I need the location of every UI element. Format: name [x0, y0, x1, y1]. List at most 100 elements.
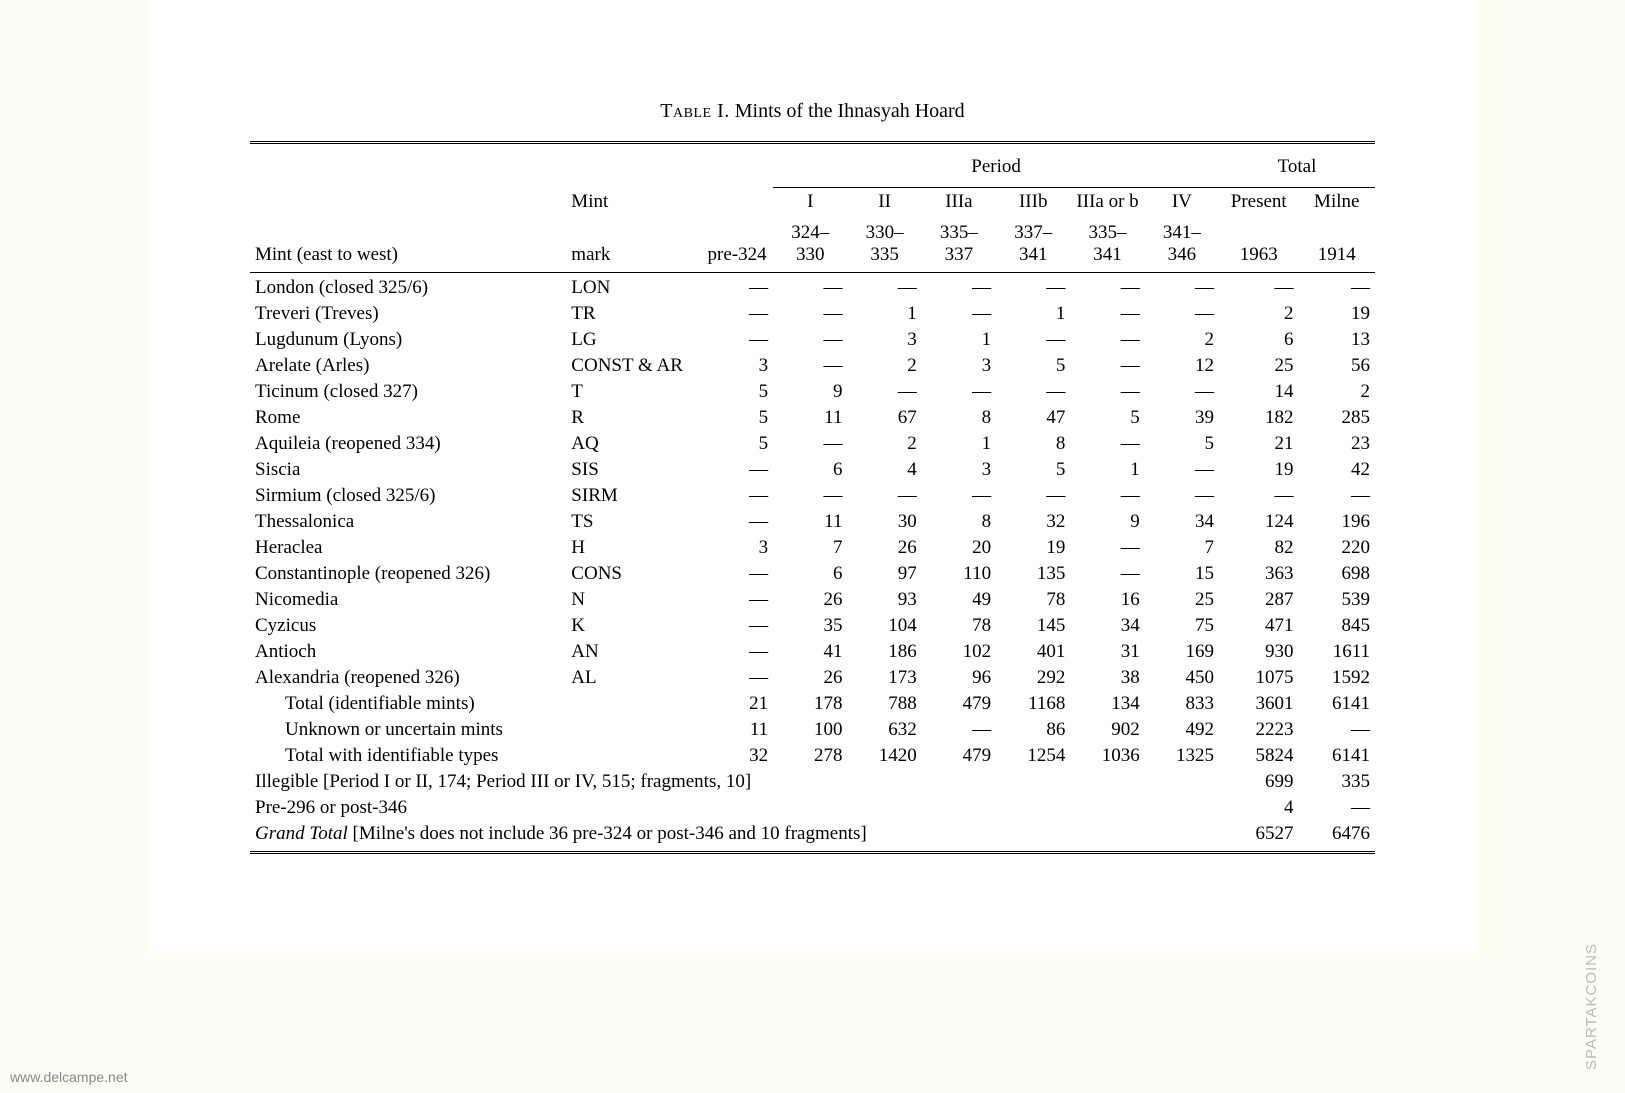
table-row: AntiochAN—41186102401311699301611: [250, 639, 1375, 665]
value-cell: 1: [847, 301, 921, 327]
header-p0-bottom: pre-324: [701, 219, 773, 273]
value-cell: 2: [1219, 301, 1298, 327]
value-cell: 97: [847, 561, 921, 587]
header-p6-bottom: 341–346: [1145, 219, 1219, 273]
mark-cell: LON: [566, 275, 701, 301]
value-cell: —: [922, 275, 996, 301]
value-cell: 1592: [1299, 665, 1376, 691]
header-p3-top: IIIa: [922, 188, 996, 219]
mint-cell: Treveri (Treves): [250, 301, 566, 327]
value-cell: 11: [773, 405, 847, 431]
value-cell: —: [996, 379, 1070, 405]
value-cell: —: [1145, 483, 1219, 509]
value-cell: 1: [922, 431, 996, 457]
table-title: Table I. Mints of the Ihnasyah Hoard: [250, 100, 1375, 123]
value-cell: 539: [1299, 587, 1376, 613]
value-cell: 196: [1299, 509, 1376, 535]
value-cell: —: [773, 275, 847, 301]
value-cell: —: [701, 587, 773, 613]
value-cell: 13: [1299, 327, 1376, 353]
mints-table: Period Total Mint I II IIIa IIIb IIIa or…: [250, 141, 1375, 854]
mark-cell: TR: [566, 301, 701, 327]
value-cell: 5: [701, 405, 773, 431]
value-cell: 5: [701, 379, 773, 405]
value-cell: —: [701, 509, 773, 535]
value-cell: 1325: [1145, 743, 1219, 769]
header-p1-bottom: 324–330: [773, 219, 847, 273]
header-t0-top: Present: [1219, 188, 1298, 219]
value-cell: 5: [1070, 405, 1144, 431]
value-cell: 1420: [847, 743, 921, 769]
header-mint: Mint (east to west): [250, 219, 566, 273]
value-cell: —: [847, 275, 921, 301]
value-cell: 833: [1145, 691, 1219, 717]
mark-cell: CONST & AR: [566, 353, 701, 379]
header-p2-top: II: [847, 188, 921, 219]
value-cell: 6141: [1299, 691, 1376, 717]
value-cell: 5: [996, 353, 1070, 379]
value-cell: 56: [1299, 353, 1376, 379]
value-cell: 19: [1299, 301, 1376, 327]
value-cell: 19: [996, 535, 1070, 561]
mark-cell: T: [566, 379, 701, 405]
value-cell: 3: [701, 353, 773, 379]
value-cell: —: [701, 561, 773, 587]
header-p5-bottom: 335–341: [1070, 219, 1144, 273]
total-group-header: Total: [1219, 148, 1375, 182]
value-cell: 5: [1145, 431, 1219, 457]
table-row: Arelate (Arles)CONST & AR3—235—122556: [250, 353, 1375, 379]
value-cell: 698: [1299, 561, 1376, 587]
header-t1-top: Milne: [1299, 188, 1376, 219]
value-cell: 6: [1219, 327, 1298, 353]
mark-cell: LG: [566, 327, 701, 353]
mark-cell: AL: [566, 665, 701, 691]
value-cell: 9: [1070, 509, 1144, 535]
value-cell: —: [1070, 561, 1144, 587]
value-cell: 9: [773, 379, 847, 405]
table-row: Lugdunum (Lyons)LG——31——2613: [250, 327, 1375, 353]
table-row: Ticinum (closed 327)T59—————142: [250, 379, 1375, 405]
mint-cell: Antioch: [250, 639, 566, 665]
value-cell: —: [701, 301, 773, 327]
value-cell: 699: [1219, 769, 1298, 795]
value-cell: 2: [847, 353, 921, 379]
value-cell: 11: [701, 717, 773, 743]
value-cell: 135: [996, 561, 1070, 587]
title-label: Table I.: [660, 100, 729, 122]
mark-cell: TS: [566, 509, 701, 535]
title-text: Mints of the Ihnasyah Hoard: [735, 100, 965, 122]
value-cell: —: [701, 457, 773, 483]
value-cell: 788: [847, 691, 921, 717]
period-group-header: Period: [773, 148, 1219, 182]
value-cell: 16: [1070, 587, 1144, 613]
value-cell: 4: [847, 457, 921, 483]
value-cell: —: [1070, 275, 1144, 301]
value-cell: —: [1145, 275, 1219, 301]
value-cell: 34: [1070, 613, 1144, 639]
mint-cell: Cyzicus: [250, 613, 566, 639]
value-cell: 492: [1145, 717, 1219, 743]
value-cell: —: [773, 301, 847, 327]
mark-cell: H: [566, 535, 701, 561]
value-cell: 32: [701, 743, 773, 769]
summary-row: Total with identifiable types32278142047…: [250, 743, 1375, 769]
mint-cell: London (closed 325/6): [250, 275, 566, 301]
value-cell: 47: [996, 405, 1070, 431]
value-cell: —: [847, 483, 921, 509]
value-cell: —: [773, 353, 847, 379]
value-cell: 102: [922, 639, 996, 665]
value-cell: 2223: [1219, 717, 1298, 743]
header-p0-top: [701, 188, 773, 219]
value-cell: 67: [847, 405, 921, 431]
header-p2-bottom: 330–335: [847, 219, 921, 273]
summary-row: Total (identifiable mints)21178788479116…: [250, 691, 1375, 717]
table-row: NicomediaN—269349781625287539: [250, 587, 1375, 613]
grand-total-present: 6527: [1219, 821, 1298, 847]
value-cell: —: [996, 275, 1070, 301]
value-cell: 100: [773, 717, 847, 743]
mark-cell: CONS: [566, 561, 701, 587]
mint-cell: Sirmium (closed 325/6): [250, 483, 566, 509]
value-cell: —: [1299, 275, 1376, 301]
value-cell: —: [1070, 431, 1144, 457]
value-cell: 14: [1219, 379, 1298, 405]
